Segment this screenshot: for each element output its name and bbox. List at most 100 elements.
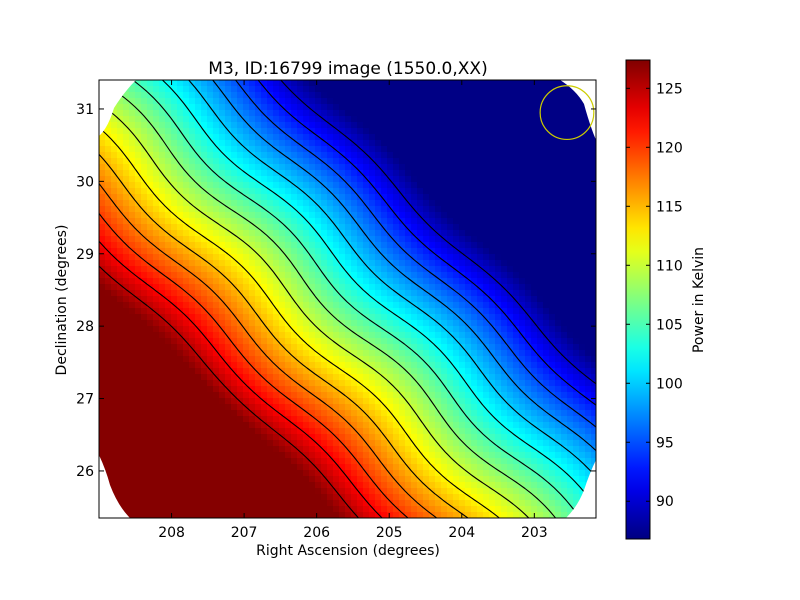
heatmap-cell — [501, 266, 508, 273]
heatmap-cell — [201, 278, 208, 285]
heatmap-cell — [435, 332, 442, 339]
heatmap-cell — [411, 404, 418, 411]
heatmap-cell — [189, 314, 196, 321]
heatmap-cell — [243, 194, 250, 201]
heatmap-cell — [405, 308, 412, 315]
heatmap-cell — [387, 392, 394, 399]
heatmap-cell — [453, 338, 460, 345]
heatmap-cell — [459, 380, 466, 387]
heatmap-cell — [177, 326, 184, 333]
heatmap-cell — [327, 80, 334, 87]
heatmap-cell — [471, 392, 478, 399]
heatmap-cell — [159, 380, 166, 387]
heatmap-cell — [285, 164, 292, 171]
heatmap-cell — [159, 236, 166, 243]
heatmap-cell — [99, 374, 106, 381]
heatmap-cell — [483, 224, 490, 231]
heatmap-cell — [309, 284, 316, 291]
heatmap-cell — [135, 302, 142, 309]
heatmap-cell — [477, 338, 484, 345]
heatmap-cell — [393, 422, 400, 429]
heatmap-cell — [183, 302, 190, 309]
heatmap-cell — [315, 290, 322, 297]
heatmap-cell — [183, 308, 190, 315]
heatmap-cell — [321, 80, 328, 87]
heatmap-cell — [351, 386, 358, 393]
heatmap-cell — [465, 266, 472, 273]
heatmap-cell — [519, 92, 526, 99]
heatmap-cell — [135, 140, 142, 147]
heatmap-cell — [159, 320, 166, 327]
heatmap-cell — [573, 344, 580, 351]
heatmap-cell — [333, 350, 340, 357]
heatmap-cell — [435, 266, 442, 273]
heatmap-cell — [531, 122, 538, 129]
heatmap-cell — [255, 200, 262, 207]
heatmap-cell — [105, 380, 112, 387]
heatmap-cell — [273, 128, 280, 135]
heatmap-cell — [363, 404, 370, 411]
heatmap-cell — [471, 122, 478, 129]
heatmap-cell — [591, 434, 596, 441]
heatmap-cell — [135, 368, 142, 375]
heatmap-cell — [573, 206, 580, 213]
heatmap-cell — [171, 230, 178, 237]
heatmap-cell — [489, 332, 496, 339]
heatmap-cell — [279, 416, 286, 423]
heatmap-cell — [381, 320, 388, 327]
heatmap-cell — [489, 404, 496, 411]
heatmap-cell — [423, 80, 430, 87]
heatmap-cell — [315, 200, 322, 207]
heatmap-cell — [339, 296, 346, 303]
heatmap-cell — [237, 188, 244, 195]
heatmap-cell — [525, 176, 532, 183]
heatmap-cell — [573, 176, 580, 183]
heatmap-cell — [405, 206, 412, 213]
heatmap-cell — [513, 254, 520, 261]
heatmap-cell — [243, 254, 250, 261]
heatmap-cell — [477, 200, 484, 207]
heatmap-cell — [261, 386, 268, 393]
heatmap-cell — [129, 170, 136, 177]
heatmap-cell — [327, 200, 334, 207]
heatmap-cell — [447, 266, 454, 273]
heatmap-cell — [303, 92, 310, 99]
heatmap-cell — [279, 152, 286, 159]
heatmap-cell — [345, 404, 352, 411]
heatmap-cell — [141, 152, 148, 159]
heatmap-cell — [495, 392, 502, 399]
heatmap-cell — [453, 122, 460, 129]
heatmap-cell — [537, 254, 544, 261]
heatmap-cell — [195, 224, 202, 231]
heatmap-cell — [369, 80, 376, 87]
heatmap-cell — [135, 86, 142, 93]
heatmap-cell — [213, 398, 220, 405]
heatmap-cell — [513, 188, 520, 195]
heatmap-cell — [321, 398, 328, 405]
heatmap-cell — [555, 302, 562, 309]
heatmap-cell — [309, 158, 316, 165]
heatmap-cell — [357, 428, 364, 435]
heatmap-cell — [243, 380, 250, 387]
heatmap-cell — [525, 416, 532, 423]
heatmap-cell — [465, 176, 472, 183]
heatmap-cell — [279, 422, 286, 429]
heatmap-cell — [231, 158, 238, 165]
heatmap-cell — [153, 404, 160, 411]
heatmap-cell — [489, 254, 496, 261]
heatmap-cell — [243, 386, 250, 393]
heatmap-cell — [273, 266, 280, 273]
heatmap-cell — [549, 308, 556, 315]
heatmap-cell — [495, 182, 502, 189]
heatmap-cell — [591, 254, 596, 261]
heatmap-cell — [459, 290, 466, 297]
heatmap-cell — [417, 314, 424, 321]
heatmap-cell — [507, 140, 514, 147]
heatmap-cell — [579, 98, 586, 105]
heatmap-cell — [447, 140, 454, 147]
heatmap-cell — [387, 434, 394, 441]
heatmap-cell — [147, 200, 154, 207]
heatmap-cell — [531, 404, 538, 411]
heatmap-cell — [255, 248, 262, 255]
heatmap-cell — [543, 128, 550, 135]
